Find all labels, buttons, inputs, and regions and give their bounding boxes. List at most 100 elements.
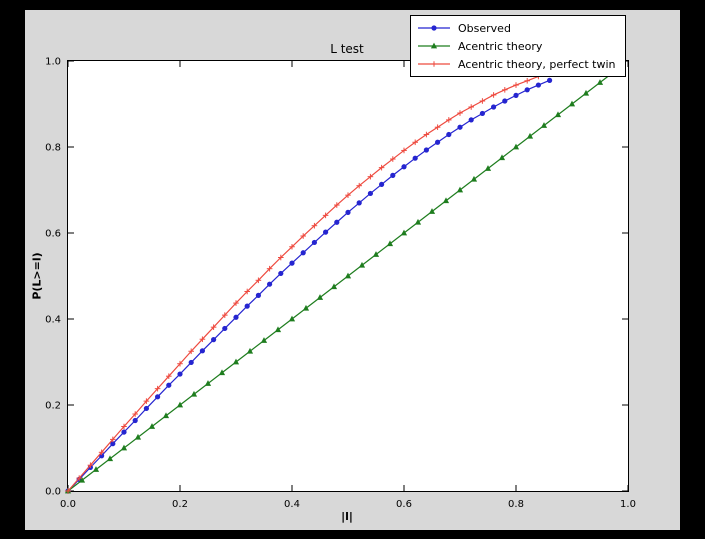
circle-marker (143, 405, 149, 412)
circle-marker (524, 87, 530, 93)
circle-marker (457, 124, 463, 130)
triangle-marker (430, 42, 438, 49)
legend-label: Acentric theory, perfect twin (458, 57, 616, 71)
triangle-marker (246, 347, 254, 354)
circle-marker (412, 155, 418, 161)
triangle-marker (190, 390, 198, 397)
x-tick-label: 1.0 (620, 499, 636, 510)
circle-marker (401, 164, 407, 170)
y-tick-label: 0.6 (45, 229, 61, 240)
y-axis-label: P(L>=l) (30, 252, 44, 300)
legend-sample (418, 42, 450, 49)
triangle-marker (498, 154, 506, 161)
series-line-acentric-theory-perfect-twin (67, 72, 550, 492)
plot-title: L test (330, 42, 364, 56)
circle-marker (356, 200, 362, 206)
circle-marker (121, 429, 127, 435)
triangle-marker (442, 197, 450, 204)
circle-marker (513, 92, 519, 98)
triangle-marker (218, 369, 226, 376)
plot-area: 0.0 0.2 0.4 0.6 0.8 1.0 0.0 0.2 0.4 0.6 0.8 1.0 P(L… (31, 57, 636, 511)
circle-marker (479, 110, 485, 117)
triangle-marker (344, 272, 352, 279)
triangle-marker (582, 89, 590, 96)
x-tick-label: 0.0 (60, 499, 76, 510)
x-tick-label: 0.6 (396, 499, 412, 510)
triangle-marker (106, 455, 114, 462)
legend-sample (418, 61, 450, 67)
y-tick-label: 0.0 (45, 487, 61, 498)
circle-marker (244, 303, 250, 309)
circle-marker (132, 417, 138, 424)
circle-marker (502, 98, 508, 104)
circle-marker (155, 394, 161, 400)
legend: Observed Acentric theory Acentric theory, … (410, 15, 627, 77)
triangle-marker (470, 175, 478, 182)
circle-marker (491, 104, 497, 110)
circle-marker (390, 172, 396, 178)
circle-marker (345, 209, 351, 215)
legend-entry: Observed (417, 19, 615, 37)
x-tick-label: 0.8 (508, 499, 524, 510)
triangle-marker (288, 315, 296, 322)
triangle-marker (92, 466, 100, 472)
triangle-marker (554, 111, 562, 118)
circle-marker (435, 139, 441, 145)
triangle-marker (456, 186, 464, 193)
chart-canvas: 0.0 0.2 0.4 0.6 0.8 1.0 0.0 0.2 0.4 0.6 0.8 1.0 (45, 57, 636, 511)
triangle-marker (540, 122, 548, 128)
circle-marker (367, 190, 373, 197)
legend-label: Observed (458, 21, 511, 35)
triangle-marker (302, 304, 310, 311)
triangle-marker (274, 326, 282, 333)
circle-marker (222, 325, 228, 332)
circle-marker (278, 270, 284, 277)
triangle-marker (526, 132, 534, 139)
triangle-marker (512, 143, 520, 150)
circle-marker (334, 219, 340, 225)
circle-marker (177, 371, 183, 377)
triangle-marker (260, 337, 268, 343)
triangle-marker (316, 294, 324, 300)
triangle-marker (176, 401, 184, 408)
circle-marker (110, 441, 116, 447)
y-tick-label: 0.8 (45, 143, 61, 154)
circle-marker (323, 229, 329, 235)
triangle-marker (134, 433, 142, 440)
triangle-marker (232, 358, 240, 365)
circle-marker (188, 359, 194, 366)
legend-entries: Observed Acentric theory Acentric theory, … (417, 19, 615, 73)
x-tick-label: 0.4 (284, 499, 300, 510)
triangle-marker (78, 476, 86, 483)
triangle-marker (414, 218, 422, 225)
circle-marker (535, 82, 541, 88)
circle-marker (547, 77, 553, 83)
legend-entry: Acentric theory (417, 37, 615, 55)
triangle-marker (484, 165, 492, 171)
triangle-marker (428, 208, 436, 214)
circle-marker (446, 131, 452, 138)
series-line-observed (67, 79, 550, 492)
series-line-acentric-theory (67, 71, 615, 492)
x-tick-label: 0.2 (172, 499, 188, 510)
x-axis-label: |l| (341, 510, 353, 523)
circle-marker (166, 382, 172, 388)
y-tick-label: 0.2 (45, 401, 61, 412)
triangle-marker (400, 229, 408, 236)
circle-marker (431, 25, 437, 31)
triangle-marker (386, 240, 394, 247)
legend-entry: Acentric theory, perfect twin (417, 55, 615, 73)
y-tick-label: 0.4 (45, 315, 61, 326)
legend-sample (418, 25, 450, 31)
circle-marker (468, 117, 474, 123)
triangle-marker (148, 423, 156, 429)
y-tick-label: 1.0 (45, 57, 61, 68)
circle-marker (311, 239, 317, 246)
legend-label: Acentric theory (458, 39, 543, 53)
triangle-marker (358, 261, 366, 268)
circle-marker (211, 337, 217, 343)
circle-marker (300, 250, 306, 256)
circle-marker (423, 147, 429, 153)
circle-marker (255, 292, 261, 298)
